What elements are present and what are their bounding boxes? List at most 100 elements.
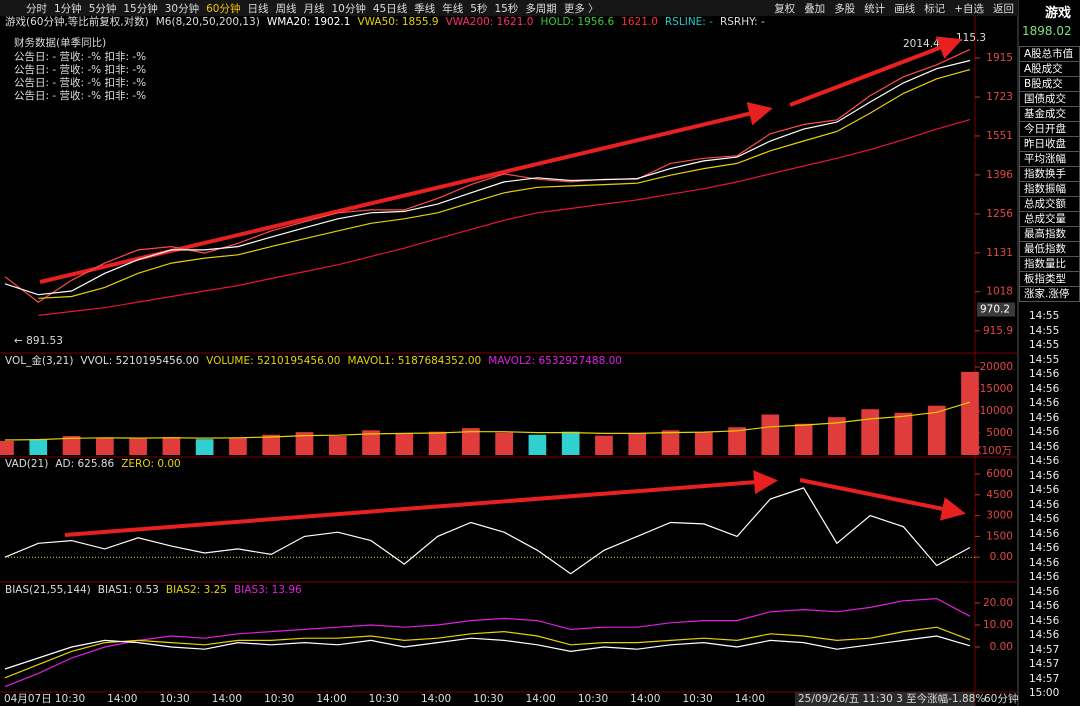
time-row: 14:57 — [1029, 643, 1060, 656]
period-label: 60分钟 — [984, 692, 1018, 705]
volume-bar — [129, 438, 147, 455]
y-tick-label: 6000 — [986, 468, 1013, 480]
legend-item: HOLD: 1956.6 — [540, 16, 614, 28]
period-tab[interactable]: 60分钟 — [206, 2, 241, 15]
stat-item[interactable]: 指数换手 — [1019, 167, 1080, 182]
trend-arrow — [799, 478, 966, 521]
x-tick-label: 14:00 — [421, 693, 451, 705]
legend-item: BIAS3: 13.96 — [234, 584, 302, 596]
stat-item[interactable]: A股成交 — [1019, 62, 1080, 77]
tool-button[interactable]: 统计 — [864, 2, 886, 15]
stat-item[interactable]: A股总市值 — [1019, 46, 1080, 62]
period-tab[interactable]: 年线 — [442, 2, 464, 15]
finance-row: 公告日: - 营收: -% 扣非: -% — [14, 50, 146, 63]
time-row: 14:55 — [1029, 339, 1060, 351]
y-tick-label: 0.00 — [990, 641, 1013, 653]
panel-title: BIAS(21,55,144) — [5, 584, 91, 596]
price-marker-label: 970.2 — [980, 304, 1010, 316]
time-list: 14:55 14:55 14:55 14:55 14:56 14:56 14:56 14:56… — [1029, 309, 1059, 701]
volume-bar — [861, 409, 880, 455]
y-tick-label: 10.00 — [983, 619, 1013, 631]
y-tick-label: 20000 — [980, 361, 1013, 373]
period-tab[interactable]: 30分钟 — [164, 2, 200, 15]
series-line — [4, 59, 971, 296]
y-tick-label: 1915 — [986, 52, 1013, 64]
legend-item: VOLUME: 5210195456.00 — [206, 355, 340, 367]
panel-title: VAD(21) — [5, 458, 48, 470]
x-tick-label: 10:30 — [369, 693, 399, 705]
tool-button[interactable]: 叠加 — [804, 2, 826, 15]
period-tab[interactable]: 日线 — [247, 2, 269, 15]
volume-bar — [262, 434, 281, 455]
period-tab[interactable]: 15秒 — [494, 2, 519, 15]
tool-button[interactable]: 标记 — [924, 2, 946, 15]
y-tick-label: 5000 — [986, 427, 1013, 439]
period-tabs: 分时 1分钟 5分钟 15分钟 30分钟 60分钟 日线 周线 月线 10分钟 45日线 季线 年线 5秒… — [0, 0, 599, 16]
tool-button[interactable]: +自选 — [954, 2, 984, 15]
legend-item: RSLINE: - — [665, 16, 713, 28]
stat-item[interactable]: 基金成交 — [1019, 107, 1080, 122]
volume-bar — [694, 432, 713, 455]
time-row: 14:56 — [1029, 426, 1060, 438]
time-row: 14:56 — [1029, 484, 1060, 496]
x-tick-label: 10:30 — [578, 693, 608, 705]
stat-item[interactable]: 指数振幅 — [1019, 182, 1080, 197]
time-row: 14:56 — [1029, 600, 1060, 612]
time-row: 14:56 — [1029, 455, 1060, 467]
legend-item: MAVOL1: 5187684352.00 — [347, 355, 481, 367]
stat-item[interactable]: 总成交量 — [1019, 212, 1080, 227]
series-line — [4, 48, 971, 303]
volume-bar — [29, 439, 48, 455]
stat-item[interactable]: B股成交 — [1019, 77, 1080, 92]
period-tab[interactable]: 月线 — [303, 2, 325, 15]
tool-button[interactable]: 画线 — [894, 2, 916, 15]
period-tab[interactable]: 更多 〉 — [563, 2, 599, 15]
stat-item[interactable]: 板指类型 — [1019, 272, 1080, 287]
status-text: 25/09/26/五 11:30 3 至今涨幅-1.88% — [798, 692, 985, 705]
period-tab[interactable]: 10分钟 — [331, 2, 366, 15]
x-tick-label: 10:30 — [682, 693, 712, 705]
time-row: 14:55 — [1029, 353, 1060, 366]
period-tab[interactable]: 5秒 — [470, 2, 488, 15]
volume-bar — [927, 405, 946, 455]
x-tick-label: 14:00 — [107, 693, 137, 705]
tool-button[interactable]: 复权 — [774, 2, 796, 15]
x-tick-label: 14:00 — [526, 693, 556, 705]
volume-bar — [95, 437, 114, 455]
x-tick-label: 10:30 — [55, 693, 85, 705]
stat-item[interactable]: 最高指数 — [1019, 227, 1080, 242]
volume-bar — [661, 430, 680, 455]
x-tick-label: 14:00 — [630, 693, 660, 705]
stat-item[interactable]: 今日开盘 — [1019, 122, 1080, 137]
x-tick-label: 14:00 — [735, 693, 765, 705]
legend-item: BIAS1: 0.53 — [98, 584, 159, 596]
stat-item[interactable]: 平均涨幅 — [1019, 152, 1080, 167]
stat-item[interactable]: 指数量比 — [1019, 257, 1080, 272]
tool-button[interactable]: 返回 — [993, 2, 1014, 15]
trend-arrow — [789, 36, 963, 107]
legend-item: RSRHY: - — [720, 16, 765, 28]
period-tab[interactable]: 45日线 — [372, 2, 408, 15]
stat-item[interactable]: 涨家.涨停 — [1019, 287, 1080, 302]
period-tab[interactable]: 多周期 — [525, 2, 557, 15]
stat-item[interactable]: 最低指数 — [1019, 242, 1080, 257]
stat-item[interactable]: 昨日收盘 — [1019, 137, 1080, 152]
high-annotation: 2014.4 — [903, 38, 940, 50]
stat-item[interactable]: 国债成交 — [1019, 92, 1080, 107]
volume-bar — [828, 417, 846, 455]
finance-title: 财务数据(单季同比) — [14, 36, 106, 49]
tool-button[interactable]: 多股 — [834, 2, 856, 15]
y-tick-label: 915.9 — [983, 325, 1013, 337]
period-tab[interactable]: 周线 — [275, 2, 297, 15]
period-tab[interactable]: 5分钟 — [88, 2, 117, 15]
y-tick-label: 0.00 — [990, 551, 1013, 563]
sidebar: 游戏 1898.02 A股总市值 A股成交 B股成交 国债成交 基金成交 今日开盘 昨日收盘… — [1019, 0, 1080, 706]
period-tab[interactable]: 季线 — [414, 2, 436, 15]
stat-item[interactable]: 总成交额 — [1019, 197, 1080, 212]
period-tab[interactable]: 1分钟 — [54, 2, 82, 15]
finance-row: 公告日: - 营收: -% 扣非: -% — [14, 63, 146, 76]
period-tab[interactable]: 分时 — [26, 2, 47, 15]
series-line — [4, 401, 971, 441]
time-row: 14:55 — [1029, 324, 1060, 337]
period-tab[interactable]: 15分钟 — [123, 2, 158, 15]
